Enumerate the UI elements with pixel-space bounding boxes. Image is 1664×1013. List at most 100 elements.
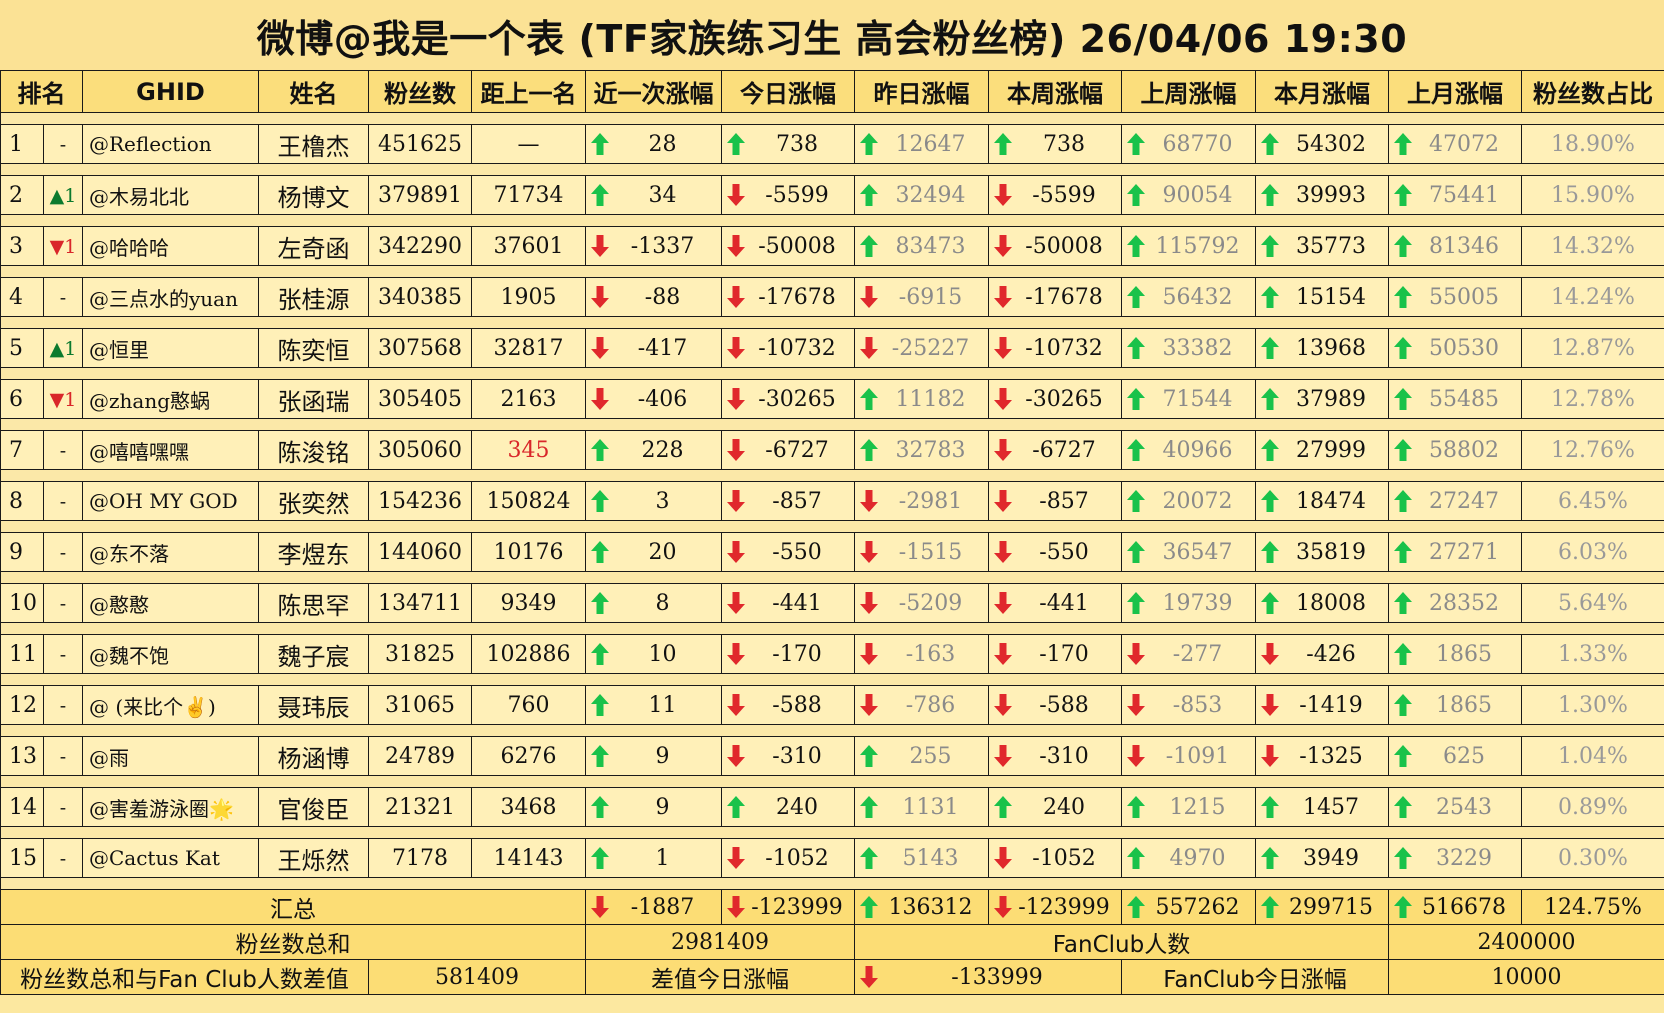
- ghid-cell: @雨: [82, 736, 259, 776]
- change-cell-recent: -88: [585, 277, 722, 317]
- change-cell-last-week: 36547: [1121, 532, 1256, 572]
- change-cell-last-week: 90054: [1121, 175, 1256, 215]
- change-value: -310: [772, 743, 822, 769]
- arrow-down-icon: [990, 694, 1018, 716]
- change-cell-this-month: 18008: [1255, 583, 1389, 623]
- change-value: 68770: [1162, 131, 1233, 157]
- change-cell-this-week: -857: [988, 481, 1122, 521]
- name-cell: 王橹杰: [258, 124, 369, 164]
- rank-cell: 1: [0, 124, 44, 164]
- change-cell-last-month: 58802: [1388, 430, 1522, 470]
- change-value: -1091: [1165, 743, 1230, 769]
- rank-cell: 10: [0, 583, 44, 623]
- fans-sum-value: 2981409: [585, 924, 855, 960]
- change-cell-this-month: 54302: [1255, 124, 1389, 164]
- arrow-up-icon: [1123, 286, 1151, 308]
- spacer-row: [0, 775, 1664, 788]
- change-cell-yesterday: -163: [854, 634, 989, 674]
- rank-change-count: 1: [64, 184, 77, 207]
- share-cell: 12.87%: [1521, 328, 1664, 368]
- share-cell: 14.24%: [1521, 277, 1664, 317]
- table-row: 8- @OH MY GOD 张奕然 154236 150824 3 -857 -2981 -85…: [0, 481, 1664, 521]
- fans-cell: 31825: [368, 634, 472, 674]
- change-cell-last-week: 71544: [1121, 379, 1256, 419]
- change-cell-yesterday: -5209: [854, 583, 989, 623]
- spacer-cell: [0, 265, 1664, 278]
- change-cell-recent: 20: [585, 532, 722, 572]
- change-cell-this-month: 37989: [1255, 379, 1389, 419]
- ghid-cell: @嘻嘻嘿嘿: [82, 430, 259, 470]
- gap-cell: 32817: [471, 328, 586, 368]
- change-cell-this-week: -17678: [988, 277, 1122, 317]
- arrow-up-icon: [1257, 896, 1285, 918]
- table-row: 6 ▼1 @zhang憨蜗 张函瑞 305405 2163 -406 -30265 11182 -…: [0, 379, 1664, 419]
- change-cell-this-week: -310: [988, 736, 1122, 776]
- header-share: 粉丝数占比: [1521, 70, 1664, 113]
- change-value: 20: [648, 539, 677, 565]
- change-value: -5599: [1032, 182, 1096, 208]
- change-value: -2981: [898, 488, 963, 514]
- change-value: 1457: [1303, 794, 1359, 820]
- arrow-up-icon: [587, 490, 615, 512]
- ghid-cell: @哈哈哈: [82, 226, 259, 266]
- change-cell-today: -5599: [721, 175, 855, 215]
- change-cell-yesterday: 83473: [854, 226, 989, 266]
- arrow-down-icon: [990, 896, 1018, 918]
- change-value: 11: [648, 692, 677, 718]
- change-cell-yesterday: 12647: [854, 124, 989, 164]
- arrow-down-icon: [990, 541, 1018, 563]
- arrow-up-icon: [856, 796, 884, 818]
- change-value: 1: [655, 845, 670, 871]
- arrow-down-icon: [856, 643, 884, 665]
- change-value: 13968: [1296, 335, 1366, 361]
- triangle-up-icon: ▲: [49, 337, 65, 360]
- rank-cell: 15: [0, 838, 44, 878]
- change-cell-last-month: 47072: [1388, 124, 1522, 164]
- diff-value: 581409: [368, 959, 586, 995]
- change-cell-today: -170: [721, 634, 855, 674]
- arrow-up-icon: [1257, 337, 1285, 359]
- rank-cell: 11: [0, 634, 44, 674]
- change-cell-this-month: 1457: [1255, 787, 1389, 827]
- change-cell-recent: 1: [585, 838, 722, 878]
- share-cell: 1.30%: [1521, 685, 1664, 725]
- arrow-down-icon: [990, 439, 1018, 461]
- change-value: 40966: [1162, 437, 1233, 463]
- fans-cell: 144060: [368, 532, 472, 572]
- arrow-down-icon: [990, 337, 1018, 359]
- arrow-down-icon: [723, 388, 751, 410]
- spacer-row: [0, 418, 1664, 431]
- change-cell-last-week: 33382: [1121, 328, 1256, 368]
- change-value: -170: [772, 641, 822, 667]
- no-change-dash: -: [59, 439, 67, 462]
- fans-cell: 24789: [368, 736, 472, 776]
- arrow-up-icon: [1257, 388, 1285, 410]
- change-value: -853: [1172, 692, 1223, 718]
- change-value: 3229: [1436, 845, 1492, 871]
- arrow-up-icon: [1123, 235, 1151, 257]
- arrow-up-icon: [1123, 541, 1151, 563]
- change-value: 71544: [1162, 386, 1233, 412]
- rank-change-cell: -: [43, 430, 83, 470]
- rank-cell: 7: [0, 430, 44, 470]
- header-last-week: 上周涨幅: [1121, 70, 1256, 113]
- name-cell: 魏子宸: [258, 634, 369, 674]
- rank-change-count: 1: [64, 388, 77, 411]
- change-value: -30265: [758, 386, 836, 412]
- diff-today-label: 差值今日涨幅: [585, 959, 855, 995]
- arrow-up-icon: [990, 133, 1018, 155]
- arrow-down-icon: [990, 643, 1018, 665]
- table-row: 3 ▼1 @哈哈哈 左奇函 342290 37601 -1337 -50008 83473 -50…: [0, 226, 1664, 266]
- change-cell-recent: 228: [585, 430, 722, 470]
- arrow-down-icon: [587, 388, 615, 410]
- change-value: 3949: [1303, 845, 1359, 871]
- change-value: -1052: [1032, 845, 1096, 871]
- change-cell-recent: -406: [585, 379, 722, 419]
- rank-cell: 8: [0, 481, 44, 521]
- spacer-cell: [0, 571, 1664, 584]
- spacer-row: [0, 673, 1664, 686]
- change-cell-this-month: -426: [1255, 634, 1389, 674]
- change-cell-last-month: 81346: [1388, 226, 1522, 266]
- change-cell-yesterday: -786: [854, 685, 989, 725]
- no-change-dash: -: [59, 796, 67, 819]
